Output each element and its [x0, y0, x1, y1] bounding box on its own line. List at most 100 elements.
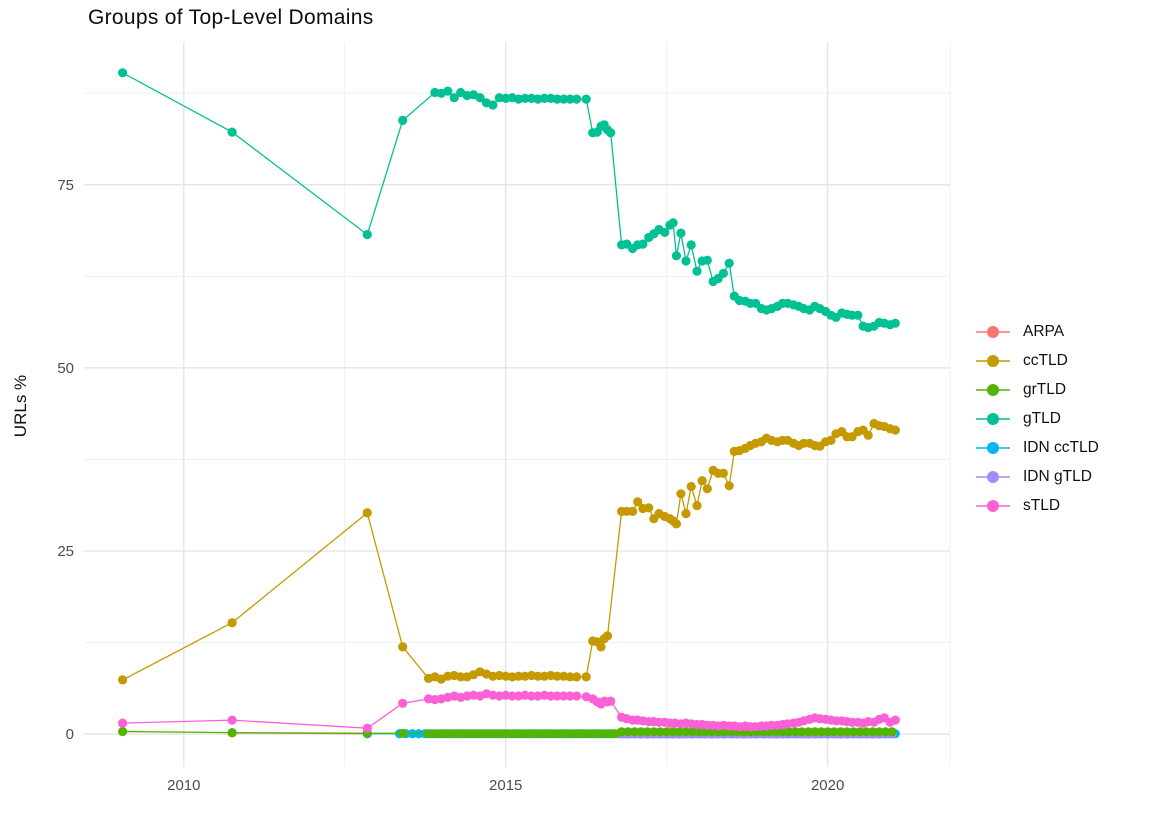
series-point-cctld [676, 489, 686, 499]
series-point-gtld [572, 94, 582, 104]
series-point-gtld [724, 258, 734, 268]
legend-item-arpa: ARPA [976, 317, 1099, 346]
series-point-grtld [591, 729, 601, 739]
series-point-cctld [692, 501, 702, 511]
series-point-stld [118, 718, 128, 728]
series-point-grtld [803, 727, 813, 737]
legend-key-icon [976, 354, 1010, 368]
series-point-grtld [887, 727, 897, 737]
series-point-gtld [559, 94, 569, 104]
series-point-grtld [514, 729, 524, 739]
series-point-grtld [462, 729, 472, 739]
series-point-gtld [890, 318, 900, 328]
legend-label: IDN gTLD [1023, 467, 1092, 485]
series-point-grtld [430, 729, 440, 739]
series-point-grtld [861, 727, 871, 737]
series-point-grtld [662, 727, 672, 737]
legend-label: sTLD [1023, 496, 1061, 514]
series-point-cctld [596, 642, 606, 652]
series-point-grtld [526, 729, 537, 739]
legend-key-icon [976, 441, 1010, 455]
series-point-cctld [227, 618, 237, 628]
legend-key-dot [987, 470, 999, 483]
series-point-gtld [449, 93, 459, 103]
series-point-grtld [784, 727, 794, 737]
legend-key-dot [987, 441, 999, 454]
series-point-cctld [398, 642, 408, 652]
series-point-grtld [797, 727, 807, 737]
series-line-cctld [122, 422, 896, 681]
chart-title: Groups of Top-Level Domains [88, 6, 374, 29]
series-point-cctld [686, 481, 696, 492]
series-point-grtld [816, 727, 826, 737]
legend-item-gtld: gTLD [976, 404, 1099, 433]
series-point-grtld [829, 727, 839, 737]
x-tick-label: 2020 [811, 777, 844, 794]
legend-key-icon [976, 499, 1010, 513]
legend-key-icon [976, 325, 1010, 339]
legend: ARPA ccTLD grTLD gTLD IDN ccTLD IDN gTLD sTLD [976, 317, 1099, 520]
series-point-grtld [642, 727, 653, 737]
legend-item-cctld: ccTLD [976, 346, 1099, 375]
series-point-gtld [475, 93, 485, 103]
series-point-grtld [578, 729, 588, 739]
series-point-gtld [552, 94, 562, 104]
legend-item-stld: sTLD [976, 491, 1099, 520]
series-point-cctld [890, 425, 900, 435]
series-point-grtld [778, 727, 788, 737]
series-point-grtld [855, 727, 865, 737]
series-point-gtld [118, 68, 128, 78]
series-point-stld [398, 698, 408, 708]
series-point-cctld [581, 672, 591, 682]
series-point-stld [606, 696, 616, 706]
series-point-gtld [853, 310, 863, 320]
series-point-grtld [810, 727, 820, 737]
series-point-grtld [881, 727, 891, 737]
series-point-grtld [488, 729, 498, 739]
series-point-gtld [520, 93, 530, 103]
series-point-cctld [118, 675, 128, 685]
y-tick-label: 50 [57, 360, 74, 377]
legend-key-dot [987, 383, 999, 396]
series-point-cctld [552, 671, 562, 681]
y-tick-label: 75 [57, 177, 74, 194]
series-point-cctld [456, 672, 466, 682]
series-point-grtld [520, 729, 530, 739]
series-point-cctld [697, 476, 707, 486]
legend-item-idn-gtld: IDN gTLD [976, 462, 1099, 491]
legend-label: ARPA [1023, 322, 1065, 340]
series-point-grtld [559, 729, 569, 739]
series-point-stld [572, 691, 582, 701]
series-point-gtld [686, 240, 696, 250]
series-point-grtld [423, 729, 434, 739]
legend-key-icon [976, 383, 1010, 397]
series-point-gtld [606, 128, 616, 138]
series-point-grtld [874, 727, 884, 737]
series-point-grtld [501, 729, 511, 739]
series-point-grtld [494, 729, 504, 739]
series-point-gtld [362, 230, 372, 240]
series-point-cctld [644, 503, 654, 513]
series-point-gtld [668, 218, 678, 228]
legend-label: gTLD [1023, 409, 1061, 427]
series-point-grtld [649, 727, 659, 737]
series-point-grtld [552, 729, 562, 739]
series-point-grtld [687, 727, 698, 737]
series-point-grtld [655, 727, 665, 737]
series-point-cctld [565, 672, 575, 682]
series-point-gtld [227, 127, 237, 137]
series-point-gtld [581, 94, 591, 104]
series-point-cctld [628, 506, 638, 516]
legend-item-grtld: grTLD [976, 375, 1099, 404]
legend-item-idn-cctld: IDN ccTLD [976, 433, 1099, 462]
series-point-grtld [694, 727, 704, 737]
series-point-grtld [597, 729, 607, 739]
series-point-grtld [533, 729, 543, 739]
legend-key-dot [987, 325, 999, 338]
x-tick-label: 2015 [489, 777, 522, 794]
series-point-cctld [514, 671, 524, 681]
series-point-cctld [718, 468, 729, 478]
series-point-grtld [546, 729, 556, 739]
series-point-cctld [533, 671, 543, 681]
series-point-grtld [468, 729, 479, 739]
